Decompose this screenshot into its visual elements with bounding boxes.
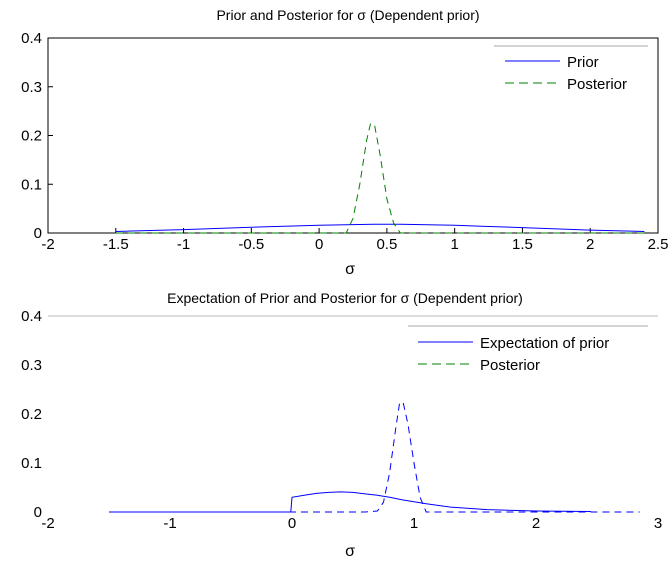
top-y-tick-label: 0 [34, 225, 42, 242]
bottom-x-tick-label: 2 [532, 515, 540, 532]
bottom-x-tick-label: -2 [41, 515, 54, 532]
bottom-y-tick-label: 0.2 [21, 406, 42, 423]
bottom-axis-ticks: -2 -1 0 1 2 3 0 0.1 0.2 0.3 0.4 [21, 308, 662, 532]
top-axis-ticks: -2 -1.5 -1 -0.5 0 0.5 1 1.5 2 2.5 0 0.1 0.2 0.3 0.4 [21, 30, 668, 253]
bottom-y-tick-label: 0.3 [21, 357, 42, 374]
top-x-tick-label: -0.5 [238, 236, 264, 253]
top-series-line-0 [115, 223, 645, 232]
top-legend-posterior-label: Posterior [567, 76, 627, 93]
top-series-line-1 [115, 122, 645, 234]
bottom-legend: Expectation of prior Posterior [408, 325, 648, 374]
plot-top: Prior and Posterior for σ (Dependent pri… [21, 7, 668, 278]
bottom-series-line-1 [109, 400, 640, 513]
top-x-tick-label: 0.5 [376, 236, 397, 253]
bottom-x-tick-label: 3 [654, 515, 662, 532]
top-y-tick-label: 0.2 [21, 128, 42, 145]
bottom-chart-title: Expectation of Prior and Posterior for σ… [167, 290, 523, 306]
bottom-y-tick-label: 0.1 [21, 455, 42, 472]
top-series [115, 122, 645, 234]
bottom-x-tick-label: 0 [288, 515, 296, 532]
top-x-tick-label: 1 [450, 236, 458, 253]
bottom-x-tick-label: 1 [410, 515, 418, 532]
bottom-x-axis-label: σ [345, 543, 355, 560]
top-x-tick-label: -2 [41, 236, 54, 253]
top-chart-title: Prior and Posterior for σ (Dependent pri… [216, 7, 479, 23]
top-x-axis-label: σ [345, 261, 355, 278]
bottom-y-tick-label: 0.4 [21, 308, 42, 325]
top-legend: Prior Posterior [494, 45, 648, 93]
top-x-tick-label: -1.5 [103, 236, 129, 253]
top-legend-prior-label: Prior [567, 54, 599, 71]
bottom-series [109, 400, 640, 513]
top-axes-box [47, 37, 659, 234]
top-y-tick-label: 0.1 [21, 176, 42, 193]
bottom-legend-prior-label: Expectation of prior [480, 335, 609, 352]
top-x-tick-label: 1.5 [512, 236, 533, 253]
top-x-tick-label: -1 [177, 236, 190, 253]
plot-bottom: Expectation of Prior and Posterior for σ… [21, 290, 662, 560]
top-x-tick-label: 2.5 [648, 236, 669, 253]
top-y-tick-label: 0.3 [21, 79, 42, 96]
bottom-legend-posterior-label: Posterior [480, 357, 540, 374]
top-y-tick-label: 0.4 [21, 30, 42, 47]
bottom-x-tick-label: -1 [163, 515, 176, 532]
bottom-y-tick-label: 0 [34, 504, 42, 521]
top-x-tick-label: 2 [586, 236, 594, 253]
bottom-series-line-0 [109, 491, 591, 513]
top-x-tick-label: 0 [315, 236, 323, 253]
